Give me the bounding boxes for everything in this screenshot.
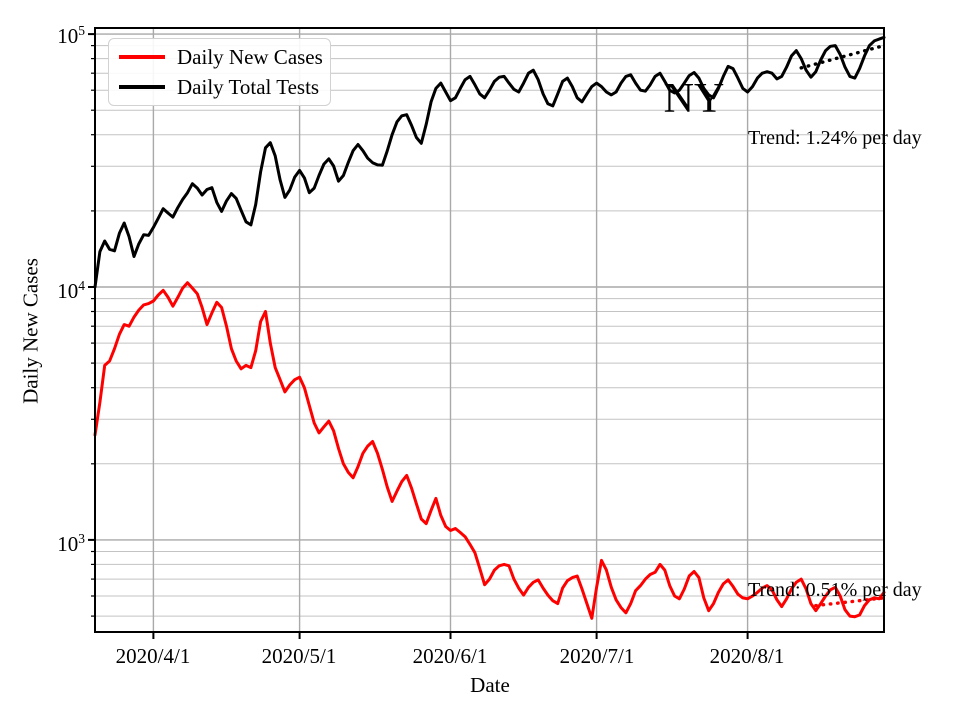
y-tick-label-1e3: 103: [57, 527, 85, 556]
y-tick-base: 10: [57, 279, 79, 303]
y-tick-label-1e4: 104: [57, 274, 85, 303]
y-tick-base: 10: [57, 24, 79, 48]
legend-label: Daily New Cases: [177, 45, 323, 69]
x-tick-label: 2020/7/1: [559, 644, 635, 668]
legend-label: Daily Total Tests: [177, 75, 320, 99]
x-tick-label: 2020/8/1: [709, 644, 785, 668]
cases-trend-label: Trend: 0.51% per day: [748, 579, 922, 601]
y-tick-exponent: 5: [78, 23, 85, 38]
state-annotation: NY: [663, 76, 725, 122]
tests-trend-label: Trend: 1.24% per day: [748, 127, 922, 149]
y-tick-exponent: 4: [78, 278, 85, 293]
legend-item-tests: Daily Total Tests: [109, 72, 330, 102]
legend-line-sample-black: [119, 85, 165, 89]
legend-line-sample-red: [119, 55, 165, 59]
legend: Daily New Cases Daily Total Tests: [108, 38, 331, 106]
x-tick-label: 2020/6/1: [412, 644, 488, 668]
x-tick-label: 2020/4/1: [115, 644, 191, 668]
y-tick-base: 10: [57, 532, 79, 556]
legend-item-cases: Daily New Cases: [109, 42, 330, 72]
x-tick-label: 2020/5/1: [261, 644, 337, 668]
y-tick-label-1e5: 105: [57, 19, 85, 48]
x-axis-label: Date: [470, 673, 510, 697]
y-tick-exponent: 3: [78, 531, 85, 546]
y-axis-label: Daily New Cases: [18, 258, 43, 404]
